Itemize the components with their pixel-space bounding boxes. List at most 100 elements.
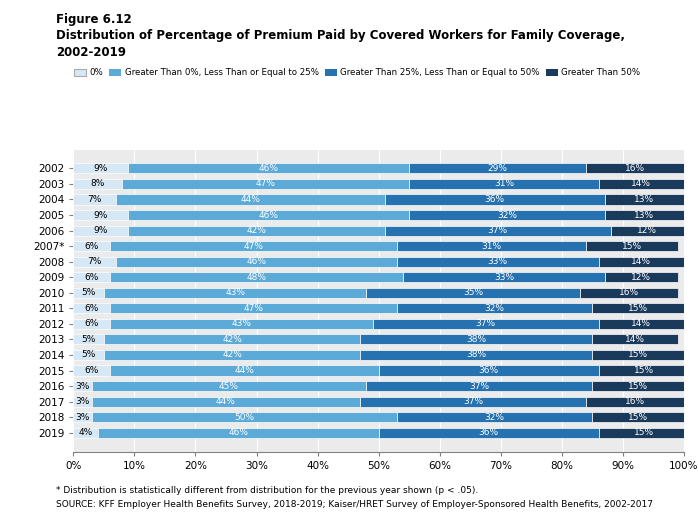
Text: 15%: 15% [634, 366, 655, 375]
Bar [598, 319, 684, 329]
Text: 15%: 15% [634, 428, 655, 437]
Text: 32%: 32% [484, 413, 505, 422]
Bar [73, 381, 91, 391]
Text: 9%: 9% [94, 211, 108, 219]
Bar [73, 396, 91, 407]
Bar [73, 179, 122, 189]
Bar [73, 428, 98, 438]
Text: 14%: 14% [631, 319, 651, 328]
Text: 35%: 35% [463, 288, 484, 297]
Text: 38%: 38% [466, 351, 487, 360]
Text: * Distribution is statistically different from distribution for the previous yea: * Distribution is statistically differen… [56, 486, 478, 495]
Bar [604, 210, 684, 220]
Bar [73, 272, 110, 282]
Bar [593, 381, 684, 391]
Bar [397, 241, 586, 251]
Bar [91, 381, 366, 391]
Text: 6%: 6% [84, 242, 99, 250]
Text: 15%: 15% [628, 382, 648, 391]
Text: 16%: 16% [619, 288, 639, 297]
Text: 14%: 14% [631, 257, 651, 266]
Text: 5%: 5% [82, 351, 96, 360]
Bar [128, 226, 385, 236]
Text: 29%: 29% [488, 164, 507, 173]
Bar [586, 241, 678, 251]
Bar [91, 412, 397, 422]
Text: 2002-2019: 2002-2019 [56, 46, 126, 59]
Text: 46%: 46% [259, 211, 279, 219]
Bar [385, 226, 611, 236]
Text: 16%: 16% [625, 397, 645, 406]
Bar [397, 257, 598, 267]
Bar [360, 334, 593, 344]
Bar [128, 210, 409, 220]
Bar [73, 163, 128, 173]
Text: 37%: 37% [469, 382, 489, 391]
Text: 37%: 37% [475, 319, 496, 328]
Bar [73, 319, 110, 329]
Text: 3%: 3% [75, 397, 89, 406]
Text: 12%: 12% [631, 273, 651, 282]
Bar [409, 179, 598, 189]
Bar [409, 210, 604, 220]
Bar [110, 241, 397, 251]
Bar [104, 334, 360, 344]
Text: 42%: 42% [222, 351, 242, 360]
Text: 15%: 15% [628, 351, 648, 360]
Text: 46%: 46% [259, 164, 279, 173]
Bar [104, 350, 360, 360]
Bar [73, 412, 91, 422]
Bar [73, 257, 116, 267]
Text: 6%: 6% [84, 304, 99, 313]
Text: 16%: 16% [625, 164, 645, 173]
Text: 13%: 13% [634, 211, 655, 219]
Bar [122, 179, 409, 189]
Text: 6%: 6% [84, 319, 99, 328]
Bar [409, 163, 586, 173]
Text: 4%: 4% [78, 428, 93, 437]
Text: 3%: 3% [75, 382, 89, 391]
Bar [611, 226, 684, 236]
Bar [73, 210, 128, 220]
Text: 9%: 9% [94, 226, 108, 235]
Text: 44%: 44% [216, 397, 236, 406]
Text: Distribution of Percentage of Premium Paid by Covered Workers for Family Coverag: Distribution of Percentage of Premium Pa… [56, 29, 625, 42]
Bar [593, 350, 684, 360]
Bar [73, 226, 128, 236]
Text: 12%: 12% [637, 226, 658, 235]
Text: 6%: 6% [84, 273, 99, 282]
Bar [73, 365, 110, 375]
Text: 45%: 45% [219, 382, 239, 391]
Bar [110, 365, 378, 375]
Text: 37%: 37% [463, 397, 484, 406]
Text: SOURCE: KFF Employer Health Benefits Survey, 2018-2019; Kaiser/HRET Survey of Em: SOURCE: KFF Employer Health Benefits Sur… [56, 500, 653, 509]
Bar [116, 257, 397, 267]
Text: 15%: 15% [622, 242, 642, 250]
Text: 38%: 38% [466, 335, 487, 344]
Text: 36%: 36% [479, 428, 498, 437]
Text: 44%: 44% [235, 366, 254, 375]
Text: 36%: 36% [479, 366, 498, 375]
Text: 7%: 7% [87, 257, 102, 266]
Legend: 0%, Greater Than 0%, Less Than or Equal to 25%, Greater Than 25%, Less Than or E: 0%, Greater Than 0%, Less Than or Equal … [74, 68, 641, 77]
Text: 31%: 31% [482, 242, 502, 250]
Bar [378, 428, 598, 438]
Text: 32%: 32% [497, 211, 517, 219]
Text: 43%: 43% [231, 319, 251, 328]
Text: 15%: 15% [628, 413, 648, 422]
Bar [116, 194, 385, 205]
Text: 3%: 3% [75, 413, 89, 422]
Bar [366, 381, 593, 391]
Bar [593, 412, 684, 422]
Text: 6%: 6% [84, 366, 99, 375]
Text: 5%: 5% [82, 288, 96, 297]
Bar [593, 303, 684, 313]
Bar [128, 163, 409, 173]
Bar [580, 288, 678, 298]
Bar [385, 194, 604, 205]
Text: 31%: 31% [493, 180, 514, 188]
Bar [73, 334, 104, 344]
Text: 14%: 14% [631, 180, 651, 188]
Text: 7%: 7% [87, 195, 102, 204]
Bar [598, 428, 690, 438]
